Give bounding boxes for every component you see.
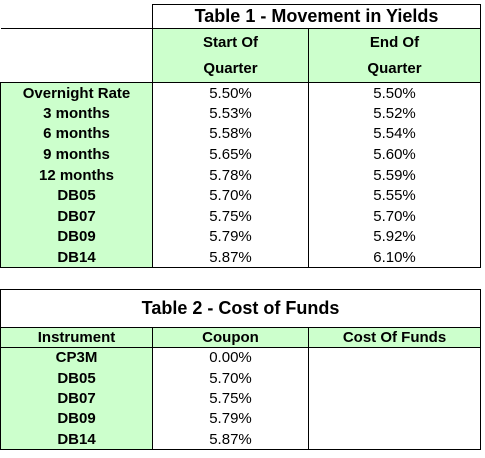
- start-value: 5.50%: [152, 82, 309, 104]
- end-value: 5.60%: [307, 144, 482, 165]
- row-label: 12 months: [0, 164, 153, 186]
- table2-title: Table 2 - Cost of Funds: [0, 289, 482, 328]
- row-label: 9 months: [0, 144, 153, 165]
- start-value: 5.70%: [152, 185, 309, 207]
- cost-of-funds-table: Table 2 - Cost of Funds Instrument Coupo…: [0, 289, 482, 450]
- end-value: 5.52%: [307, 103, 482, 124]
- row-label: DB07: [0, 388, 153, 409]
- row-label: 3 months: [0, 103, 153, 124]
- end-value: 5.50%: [307, 82, 482, 104]
- end-value: 5.92%: [307, 226, 482, 248]
- table-row: Overnight Rate 5.50% 5.50%: [0, 82, 482, 104]
- coupon-value: 5.75%: [152, 388, 309, 409]
- end-value: 5.55%: [307, 185, 482, 207]
- row-label: DB09: [0, 226, 153, 248]
- start-value: 5.75%: [152, 206, 309, 227]
- end-of-quarter-header-line1: End Of: [307, 28, 482, 56]
- cost-of-funds-value: [307, 429, 482, 450]
- table-row: 12 months 5.78% 5.59%: [0, 164, 482, 186]
- row-label: Overnight Rate: [0, 82, 153, 104]
- cost-of-funds-value: [307, 367, 482, 389]
- table-row: DB14 5.87%: [0, 429, 482, 450]
- row-label: DB14: [0, 429, 153, 450]
- end-value: 5.70%: [307, 206, 482, 227]
- row-label: DB14: [0, 247, 153, 269]
- cost-of-funds-header: Cost Of Funds: [307, 327, 482, 348]
- start-value: 5.78%: [152, 164, 309, 186]
- table-row: DB09 5.79% 5.92%: [0, 226, 482, 248]
- row-label: 6 months: [0, 123, 153, 145]
- row-label: DB07: [0, 206, 153, 227]
- coupon-value: 0.00%: [152, 346, 309, 368]
- row-label: DB05: [0, 367, 153, 389]
- table-row: CP3M 0.00%: [0, 346, 482, 368]
- end-value: 5.54%: [307, 123, 482, 145]
- end-value: 5.59%: [307, 164, 482, 186]
- coupon-value: 5.79%: [152, 408, 309, 430]
- start-value: 5.58%: [152, 123, 309, 145]
- cost-of-funds-value: [307, 408, 482, 430]
- row-label: CP3M: [0, 346, 153, 368]
- coupon-value: 5.87%: [152, 429, 309, 450]
- table-row: DB09 5.79%: [0, 408, 482, 430]
- coupon-header: Coupon: [152, 327, 309, 348]
- start-value: 5.79%: [152, 226, 309, 248]
- row-label: DB05: [0, 185, 153, 207]
- table-row: 9 months 5.65% 5.60%: [0, 144, 482, 165]
- end-of-quarter-header-line2: Quarter: [307, 55, 482, 83]
- table1-title: Table 1 - Movement in Yields: [151, 4, 482, 29]
- table-row: 6 months 5.58% 5.54%: [0, 123, 482, 145]
- start-value: 5.65%: [152, 144, 309, 165]
- start-value: 5.53%: [152, 103, 309, 124]
- table-row: 3 months 5.53% 5.52%: [0, 103, 482, 124]
- table-row: DB14 5.87% 6.10%: [0, 247, 482, 269]
- instrument-header: Instrument: [0, 327, 153, 348]
- table-row: DB07 5.75%: [0, 388, 482, 409]
- cost-of-funds-value: [307, 388, 482, 409]
- end-value: 6.10%: [307, 247, 482, 269]
- table-row: DB07 5.75% 5.70%: [0, 206, 482, 227]
- start-value: 5.87%: [152, 247, 309, 269]
- start-of-quarter-header-line1: Start Of: [152, 28, 309, 56]
- row-label: DB09: [0, 408, 153, 430]
- start-of-quarter-header-line2: Quarter: [152, 55, 309, 83]
- coupon-value: 5.70%: [152, 367, 309, 389]
- table-row: DB05 5.70% 5.55%: [0, 185, 482, 207]
- blank-header-cell: [0, 28, 153, 83]
- cost-of-funds-value: [307, 346, 482, 368]
- blank-corner-cell: [0, 4, 153, 29]
- table-row: DB05 5.70%: [0, 367, 482, 389]
- movement-in-yields-table: Table 1 - Movement in Yields Start Of En…: [0, 4, 482, 269]
